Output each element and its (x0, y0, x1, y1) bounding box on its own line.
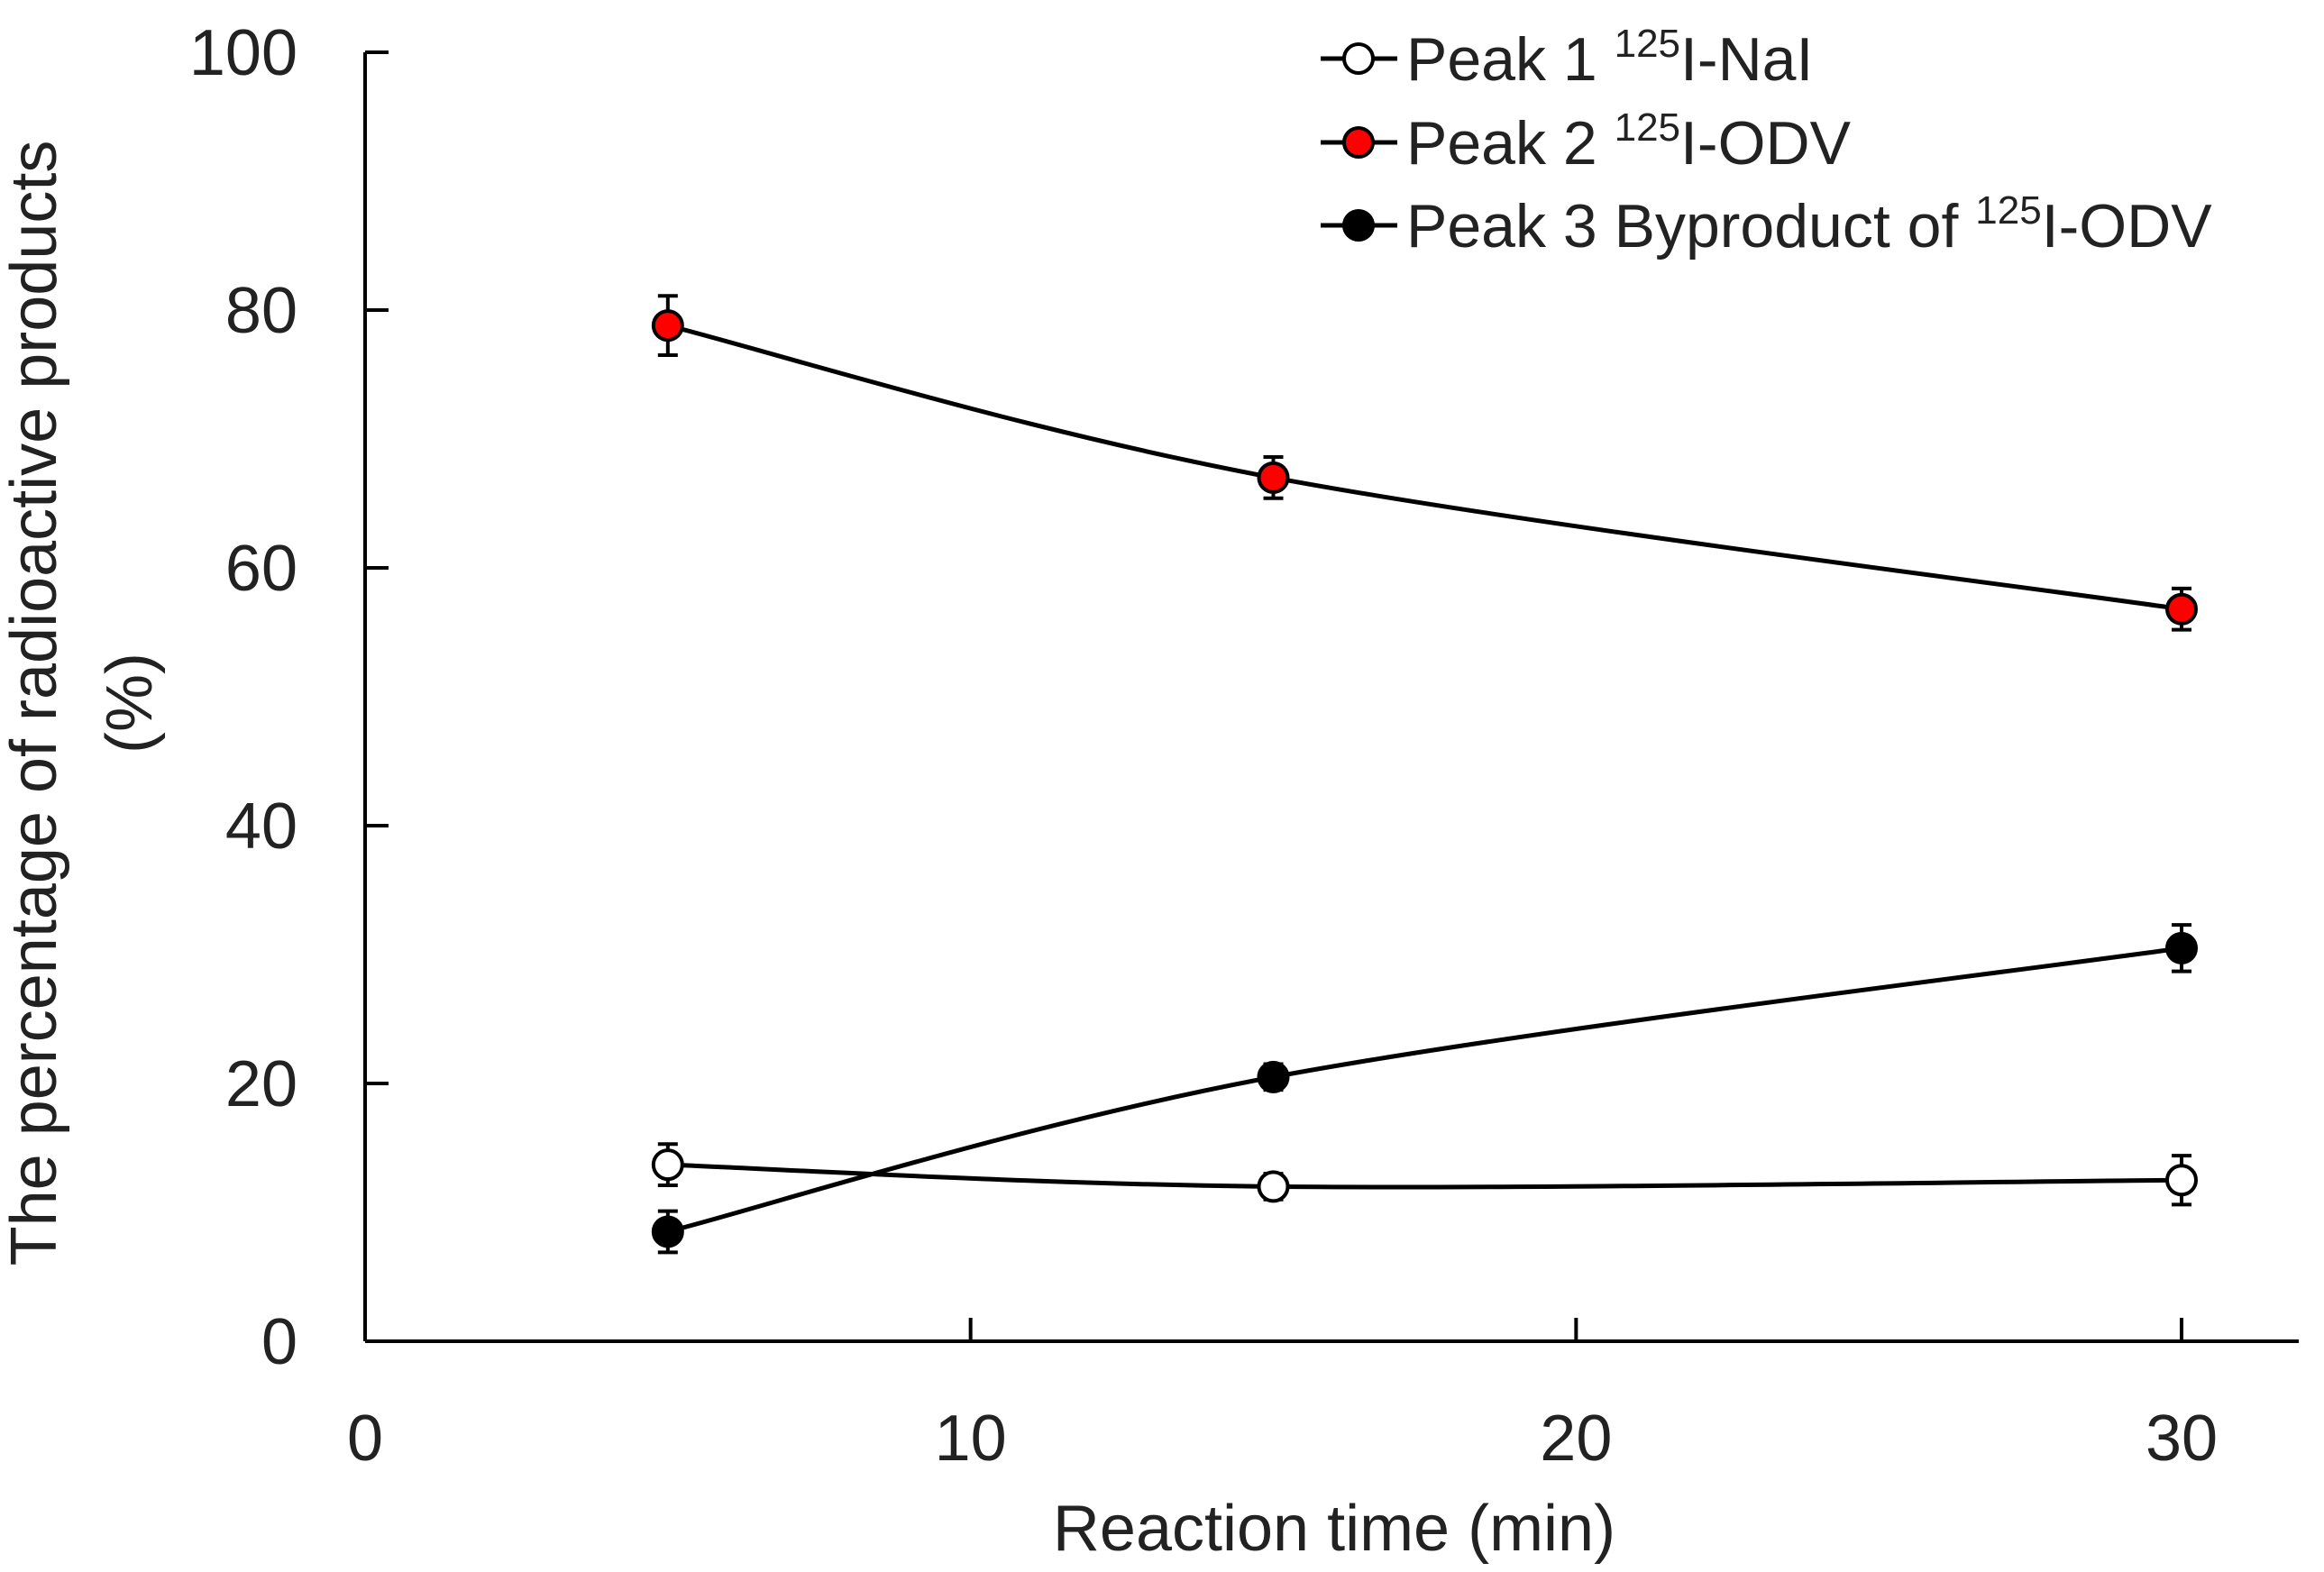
legend-item-3: Peak 3 Byproduct of 125I-ODV (1321, 188, 2212, 260)
x-tick-label: 20 (1540, 1403, 1612, 1475)
series-line (667, 323, 2182, 612)
legend-label-suffix: I-NaI (1680, 25, 1813, 94)
series-line (667, 1162, 2182, 1190)
legend-label-suffix: I-ODV (2042, 192, 2213, 260)
data-point (1257, 1060, 1290, 1093)
x-tick-label: 30 (2146, 1403, 2218, 1475)
y-axis-title: The percentage of radioactive products (… (0, 141, 166, 1266)
data-point (2165, 1164, 2198, 1197)
y-tick-label: 100 (189, 17, 297, 89)
y-tick-label: 80 (225, 275, 297, 347)
legend-item-1: Peak 1 125I-NaI (1321, 22, 1813, 94)
data-point (2165, 592, 2198, 626)
data-point (651, 1148, 684, 1182)
data-point (651, 1215, 684, 1248)
legend-label: Peak 3 Byproduct of 125I-ODV (1406, 188, 2212, 260)
series-1 (651, 1142, 2198, 1207)
axes: 0 20 40 60 80 100 0 10 20 30 (189, 17, 2299, 1475)
legend-marker (1342, 209, 1375, 242)
x-axis-title: Reaction time (min) (1053, 1493, 1615, 1565)
legend-label: Peak 1 125I-NaI (1406, 22, 1813, 94)
data-point (651, 309, 684, 343)
legend-label-prefix: Peak 1 (1406, 25, 1615, 94)
legend-marker (1342, 126, 1375, 159)
x-tick-label: 0 (347, 1403, 383, 1475)
y-tick-label: 60 (225, 533, 297, 605)
legend-item-2: Peak 2 125I-ODV (1321, 105, 1852, 178)
y-tick-label: 0 (261, 1306, 297, 1378)
legend-label-prefix: Peak 2 (1406, 109, 1615, 178)
series-line (667, 946, 2182, 1234)
x-tick-label: 10 (935, 1403, 1007, 1475)
legend-label-superscript: 125 (1615, 105, 1680, 150)
data-point (2165, 931, 2198, 964)
legend-label-superscript: 125 (1615, 22, 1680, 66)
data-point (1257, 1170, 1290, 1203)
y-axis-title-line-1: The percentage of radioactive products (0, 141, 70, 1266)
legend-marker (1342, 42, 1375, 75)
y-tick-label: 40 (225, 791, 297, 863)
data-point (1257, 461, 1290, 494)
series-2 (651, 294, 2198, 632)
series-layer (651, 294, 2198, 1255)
legend-label: Peak 2 125I-ODV (1406, 105, 1852, 178)
y-axis-title-line-2: (%) (94, 653, 166, 754)
legend-label-suffix: I-ODV (1680, 109, 1852, 178)
y-tick-label: 20 (225, 1048, 297, 1120)
series-3 (651, 923, 2198, 1255)
legend-label-prefix: Peak 3 Byproduct of (1406, 192, 1975, 260)
legend-label-superscript: 125 (1975, 188, 2041, 233)
